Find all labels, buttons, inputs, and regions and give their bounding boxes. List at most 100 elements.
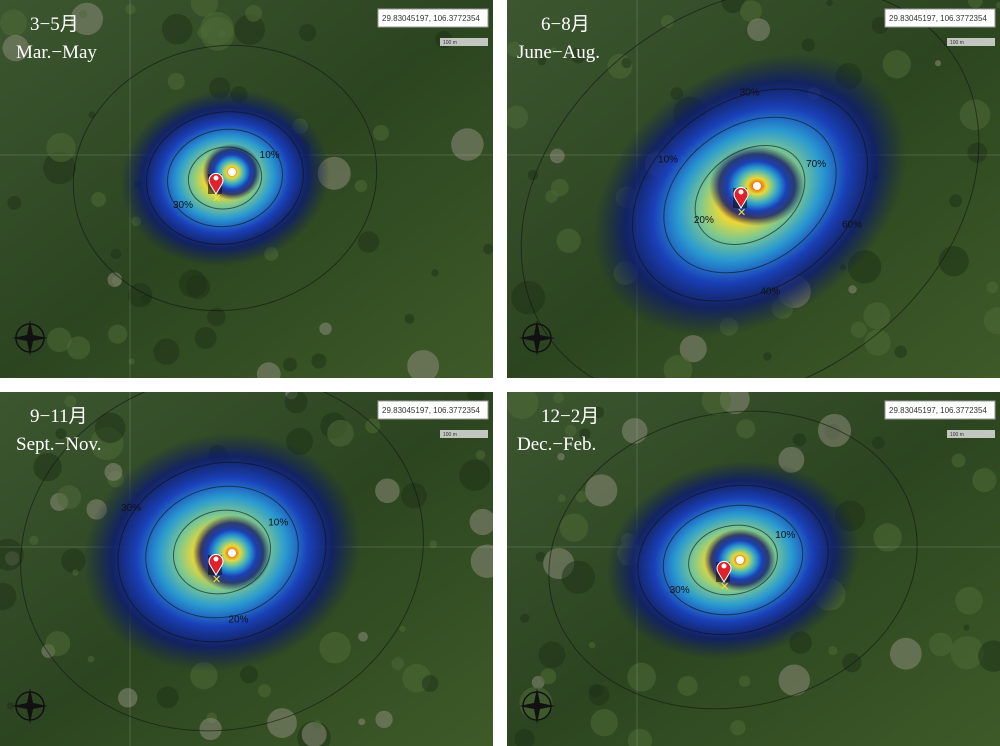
- terrain-patch: [963, 624, 970, 631]
- terrain-patch: [559, 513, 589, 542]
- terrain-patch: [29, 535, 39, 545]
- terrain-patch: [200, 11, 234, 46]
- terrain-patch: [967, 142, 988, 163]
- coordinates: 29.83045197, 106.3772354: [889, 14, 987, 23]
- terrain-patch: [327, 419, 354, 447]
- terrain-patch: [399, 625, 406, 632]
- contour-line: [146, 111, 304, 245]
- terrain-patch: [561, 560, 595, 594]
- terrain-patch: [284, 392, 308, 414]
- terrain-patch: [564, 424, 577, 437]
- coordinate-box: [377, 8, 489, 28]
- terrain-patch: [79, 9, 88, 19]
- terrain-patch: [863, 302, 891, 330]
- terrain-patch: [207, 307, 226, 327]
- outer-contour: [72, 44, 378, 312]
- terrain-patch: [763, 352, 772, 361]
- terrain-patch: [579, 428, 591, 440]
- contour-label: 30%: [121, 503, 141, 514]
- contour-line: [187, 146, 263, 210]
- terrain-patch: [549, 148, 565, 164]
- terrain-patch: [538, 641, 566, 669]
- terrain-patch: [514, 728, 535, 746]
- terrain-patch: [575, 490, 588, 503]
- period-label: 9−11月: [30, 406, 88, 427]
- contour-line: [632, 88, 868, 302]
- terrain-patch: [550, 47, 557, 54]
- terrain-patch: [557, 452, 565, 461]
- terrain-patch: [588, 641, 596, 649]
- coordinate-box: [377, 400, 489, 420]
- terrain-patch: [118, 688, 138, 708]
- scale-bar: [440, 38, 488, 46]
- scale-label: 100 m: [443, 432, 457, 438]
- terrain-patch: [475, 450, 486, 460]
- location-pin: [716, 560, 732, 583]
- terrain-patch: [7, 196, 22, 210]
- terrain-patch: [871, 436, 885, 450]
- terrain-patch: [972, 468, 997, 493]
- terrain-patch: [451, 128, 484, 161]
- terrain-patch: [801, 38, 815, 52]
- terrain-patch: [677, 675, 698, 696]
- emission-point: [228, 168, 236, 176]
- terrain-patch: [588, 684, 610, 706]
- sample-marker: ✕: [212, 192, 221, 205]
- terrain-patch: [527, 169, 539, 181]
- terrain-patch: [950, 635, 984, 670]
- terrain-patch: [245, 4, 263, 22]
- contour-line: [145, 485, 299, 619]
- scale-bar: [440, 430, 488, 438]
- terrain-patch: [585, 474, 618, 507]
- coordinates: 29.83045197, 106.3772354: [382, 14, 480, 23]
- outer-contour: [548, 410, 918, 710]
- terrain-patch: [33, 452, 62, 482]
- outer-contour: [20, 392, 424, 732]
- pin-dot: [213, 556, 219, 562]
- terrain-patch: [45, 631, 71, 656]
- terrain-patch: [978, 640, 1000, 672]
- terrain-patch: [537, 56, 547, 66]
- terrain-patch: [153, 338, 180, 365]
- terrain-patch: [889, 637, 922, 670]
- compass: [519, 320, 555, 356]
- terrain-patch: [0, 538, 24, 571]
- terrain-patch: [104, 463, 123, 481]
- terrain-patch: [817, 413, 852, 448]
- contour-label: 40%: [760, 287, 780, 298]
- terrain-patch: [553, 392, 564, 404]
- terrain-patch: [46, 132, 76, 163]
- terrain-patch: [301, 721, 327, 746]
- terrain-patch: [407, 350, 440, 378]
- compass: [12, 320, 48, 356]
- terrain-patch: [959, 99, 991, 131]
- terrain-patch: [507, 105, 529, 129]
- coordinate-box: [884, 400, 996, 420]
- contour-line: [688, 524, 778, 596]
- contour-label: 30%: [740, 87, 760, 98]
- terrain-patch: [128, 358, 135, 365]
- terrain-patch: [540, 668, 557, 685]
- terrain-patch: [87, 655, 95, 663]
- terrain-patch: [507, 41, 522, 57]
- terrain-patch: [55, 428, 67, 440]
- sample-marker: ✕: [212, 573, 221, 586]
- location-pin: [208, 172, 224, 195]
- season-label: June−Aug.: [517, 42, 600, 63]
- terrain-patch: [556, 228, 581, 253]
- terrain-patch: [357, 231, 380, 253]
- terrain-patch: [483, 243, 493, 255]
- terrain-patch: [72, 569, 79, 576]
- terrain-patch: [179, 269, 207, 298]
- terrain-patch: [6, 702, 15, 710]
- terrain-patch: [194, 327, 217, 349]
- terrain-patch: [258, 684, 272, 698]
- terrain-patch: [470, 544, 493, 578]
- terrain-patch: [621, 418, 648, 444]
- terrain-patch: [429, 540, 438, 549]
- season-label: Sept.−Nov.: [16, 434, 101, 455]
- terrain-patch: [107, 272, 123, 287]
- terrain-patch: [828, 646, 838, 656]
- terrain-patch: [894, 345, 907, 358]
